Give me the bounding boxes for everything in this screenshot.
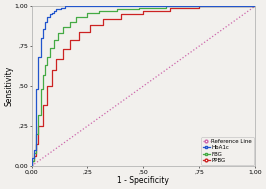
Y-axis label: Sensitivity: Sensitivity [4, 66, 13, 106]
X-axis label: 1 - Specificity: 1 - Specificity [117, 176, 169, 185]
Legend: Reference Line, HbA1c, FBG, PPBG: Reference Line, HbA1c, FBG, PPBG [201, 137, 254, 165]
